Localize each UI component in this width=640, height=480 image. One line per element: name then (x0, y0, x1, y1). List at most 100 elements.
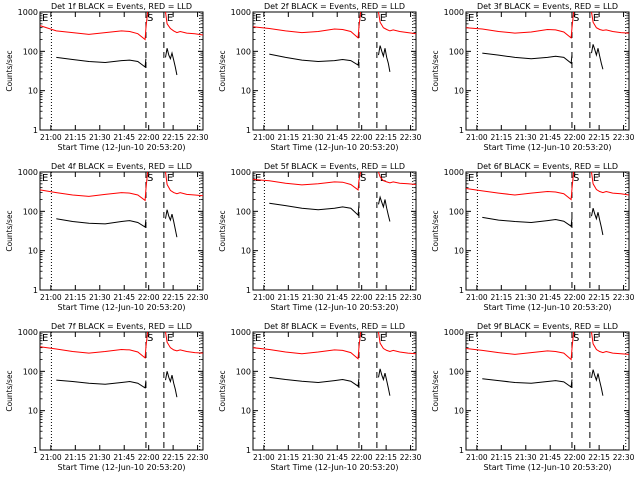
x-tick-label: 21:45 (326, 133, 348, 142)
detector-panel: Det 3f BLACK = Events, RED = LLD 1 10 100 10… (431, 2, 635, 152)
events-series-line (56, 56, 147, 68)
lld-series-line (465, 11, 575, 39)
panel-title: Det 1f BLACK = Events, RED = LLD (51, 2, 192, 11)
marker-S-label: S (360, 13, 366, 24)
y-axis-label: Counts/sec (218, 50, 227, 91)
events-series-line-post (165, 209, 178, 238)
marker-S-label: S (147, 333, 153, 344)
x-tick-label: 22:00 (564, 133, 586, 142)
events-series-line-post (378, 195, 391, 222)
events-series-line (56, 218, 147, 228)
x-tick-label: 22:00 (564, 453, 586, 462)
x-tick-label: 22:30 (400, 133, 422, 142)
x-tick-label: 22:00 (351, 133, 373, 142)
lld-series-line (465, 331, 575, 361)
y-tick-label: 100 (236, 367, 251, 376)
x-axis-label: Start Time (12-Jun-10 20:53:20) (58, 303, 186, 312)
detector-panel: Det 8f BLACK = Events, RED = LLD 1 10 100 10… (218, 322, 422, 472)
lld-series-line-post (378, 171, 417, 185)
x-tick-label: 22:30 (613, 453, 635, 462)
x-tick-label: 22:15 (588, 133, 610, 142)
x-tick-label: 22:15 (162, 453, 184, 462)
y-tick-label: 10 (28, 87, 38, 96)
marker-E-label-left: E (468, 333, 474, 344)
x-tick-label: 21:00 (253, 133, 275, 142)
marker-S-label: S (147, 173, 153, 184)
detector-panel: Det 7f BLACK = Events, RED = LLD 1 10 100 10… (5, 322, 209, 472)
marker-E-label: E (167, 173, 173, 184)
x-tick-label: 22:30 (187, 453, 209, 462)
marker-S-label: S (573, 333, 579, 344)
y-axis-label: Counts/sec (5, 210, 14, 251)
x-tick-label: 21:30 (515, 133, 537, 142)
lld-series-line-post (591, 11, 630, 34)
x-axis-label: Start Time (12-Jun-10 20:53:20) (484, 143, 612, 152)
y-tick-label: 10 (28, 247, 38, 256)
events-series-line (482, 378, 573, 388)
x-tick-label: 21:00 (253, 453, 275, 462)
events-series-line (56, 379, 147, 389)
x-tick-label: 21:00 (40, 133, 62, 142)
x-tick-label: 22:15 (375, 293, 397, 302)
marker-E-label: E (380, 13, 386, 24)
lld-series-line (252, 11, 362, 39)
x-tick-label: 21:30 (89, 133, 111, 142)
y-tick-label: 10 (454, 247, 464, 256)
x-tick-label: 21:45 (539, 133, 561, 142)
y-tick-label: 100 (236, 207, 251, 216)
x-tick-label: 22:30 (400, 453, 422, 462)
panel-title: Det 3f BLACK = Events, RED = LLD (477, 2, 618, 11)
x-tick-label: 21:30 (89, 293, 111, 302)
y-tick-label: 100 (236, 47, 251, 56)
marker-E-label-left: E (255, 333, 261, 344)
y-tick-label: 1000 (18, 168, 38, 177)
x-tick-label: 22:00 (351, 453, 373, 462)
marker-E-label: E (593, 333, 599, 344)
y-tick-label: 100 (23, 207, 38, 216)
marker-E-label-left: E (42, 173, 48, 184)
events-series-line (269, 53, 360, 66)
events-series-line-post (378, 45, 391, 72)
x-tick-label: 21:00 (466, 133, 488, 142)
plot-frame (465, 171, 630, 291)
y-tick-label: 100 (23, 367, 38, 376)
x-tick-label: 22:30 (400, 293, 422, 302)
marker-E-label: E (380, 173, 386, 184)
x-tick-label: 21:15 (491, 133, 513, 142)
y-tick-label: 10 (241, 407, 251, 416)
detector-panel: Det 1f BLACK = Events, RED = LLD 1 10 100 10… (5, 2, 209, 152)
y-tick-label: 100 (449, 367, 464, 376)
y-tick-label: 1000 (444, 8, 464, 17)
x-tick-label: 22:15 (162, 293, 184, 302)
x-tick-label: 21:30 (515, 453, 537, 462)
y-tick-label: 100 (23, 47, 38, 56)
y-tick-label: 1 (459, 446, 464, 455)
plot-frame (465, 331, 630, 451)
y-tick-label: 1 (33, 286, 38, 295)
lld-series-line-post (165, 11, 204, 36)
plot-frame (252, 171, 417, 291)
events-series-line-post (591, 208, 604, 236)
marker-E-label: E (167, 13, 173, 24)
x-tick-label: 21:15 (491, 293, 513, 302)
detector-panel: Det 9f BLACK = Events, RED = LLD 1 10 100 10… (431, 322, 635, 472)
y-tick-label: 1000 (231, 328, 251, 337)
panel-title: Det 6f BLACK = Events, RED = LLD (477, 162, 618, 171)
marker-E-label: E (593, 173, 599, 184)
y-tick-label: 10 (241, 247, 251, 256)
events-series-line (482, 52, 573, 65)
y-tick-label: 10 (454, 87, 464, 96)
x-tick-label: 21:30 (302, 453, 324, 462)
y-axis-label: Counts/sec (5, 370, 14, 411)
marker-S-label: S (360, 333, 366, 344)
y-tick-label: 100 (449, 207, 464, 216)
events-series-line (269, 202, 360, 217)
y-tick-label: 1 (246, 126, 251, 135)
panel-title: Det 9f BLACK = Events, RED = LLD (477, 322, 618, 331)
x-tick-label: 21:15 (65, 293, 87, 302)
x-tick-label: 21:00 (466, 453, 488, 462)
events-series-line-post (165, 371, 178, 398)
marker-S-label: S (573, 13, 579, 24)
